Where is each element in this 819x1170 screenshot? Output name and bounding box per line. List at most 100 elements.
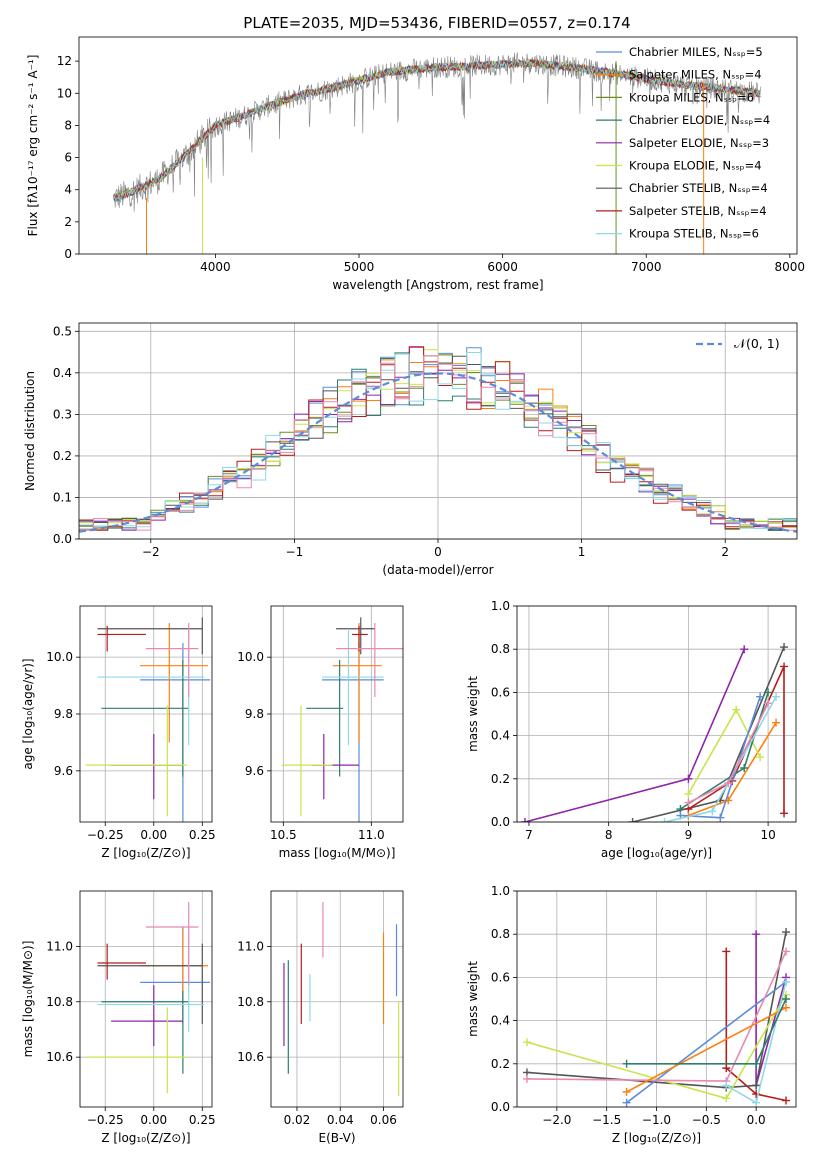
x-tick-label: 10.5 [270, 828, 297, 842]
series-line [725, 951, 787, 1102]
data-point-marker [782, 1096, 791, 1105]
x-tick-label: 1 [578, 545, 586, 559]
series-line [626, 981, 787, 1104]
data-point-marker [724, 779, 733, 788]
data-point-marker [628, 818, 637, 822]
y-tick-label: 4 [64, 183, 72, 197]
legend-label: Salpeter ELODIE, Nₛₛₚ=3 [629, 136, 769, 150]
x-tick-label: −1 [286, 545, 304, 559]
plot-area [79, 346, 797, 533]
data-point-marker [708, 807, 717, 816]
legend-label: Kroupa STELIB, Nₛₛₚ=6 [629, 227, 759, 241]
x-tick-label: −1.0 [642, 1113, 671, 1127]
legend: 𝒩(0, 1) [696, 336, 780, 351]
data-point-marker [722, 947, 731, 956]
x-tick-label: 9 [685, 828, 693, 842]
data-point-marker [684, 789, 693, 798]
series-line [687, 666, 785, 814]
data-point-marker [622, 1087, 631, 1096]
plot-area [113, 52, 762, 254]
y-tick-label: 0.2 [53, 449, 72, 463]
y-tick-label: 10.6 [237, 1050, 264, 1064]
y-axis-label: Normed distribution [23, 371, 37, 491]
x-tick-label: 0.00 [140, 828, 167, 842]
normal-reference-curve [79, 372, 797, 533]
chart-4: 7 8 9 10 0.0 0.2 0.4 0.6 0.8 1.0 age [log₁₀(age/yr… [466, 599, 797, 860]
y-tick-label: 10.8 [237, 995, 264, 1009]
x-tick-label: −2 [142, 545, 160, 559]
legend-label: Salpeter STELIB, Nₛₛₚ=4 [629, 204, 767, 218]
y-tick-label: 6 [64, 151, 72, 165]
y-tick-label: 0.4 [53, 366, 72, 380]
data-point-marker [756, 753, 765, 762]
y-tick-label: 0.4 [491, 1014, 510, 1028]
data-point-marker [772, 692, 781, 701]
data-point-marker [782, 928, 791, 937]
model-spectrum-line [113, 59, 761, 203]
y-tick-label: 1.0 [491, 884, 510, 898]
plot-area [85, 617, 211, 822]
axes-frame [78, 36, 798, 255]
data-point-marker [782, 977, 791, 986]
x-tick-label: 5000 [344, 260, 375, 274]
y-tick-label: 0.6 [491, 970, 510, 984]
x-tick-label: −2.0 [542, 1113, 571, 1127]
x-tick-label: 0.00 [140, 1113, 167, 1127]
data-point-marker [716, 813, 725, 822]
y-tick-label: 10.0 [237, 650, 264, 664]
legend-label: Chabrier STELIB, Nₛₛₚ=4 [629, 181, 768, 195]
data-point-marker [520, 818, 529, 822]
data-point-marker [622, 1098, 631, 1107]
y-axis-label: Flux [fλ10⁻¹⁷ erg cm⁻² s⁻¹ A⁻¹] [26, 55, 40, 237]
y-tick-label: 9.6 [54, 764, 73, 778]
data-point-marker [522, 1074, 531, 1083]
y-tick-label: 0.0 [491, 815, 510, 829]
chart-title: PLATE=2035, MJD=53436, FIBERID=0557, z=0… [243, 14, 630, 32]
y-tick-label: 11.0 [237, 939, 264, 953]
x-axis-label: age [log₁₀(age/yr)] [601, 846, 712, 860]
data-point-marker [622, 1059, 631, 1068]
plot-area [281, 617, 403, 822]
chart-5: −0.25 0.00 0.25 10.6 10.8 11.0 Z [log₁₀(Z/Z⊙)]… [21, 890, 216, 1145]
data-point-marker [752, 1059, 761, 1068]
x-tick-label: 2 [721, 545, 729, 559]
y-tick-label: 0.5 [53, 324, 72, 338]
data-point-marker [740, 764, 749, 772]
legend-label: Chabrier ELODIE, Nₛₛₚ=4 [629, 113, 770, 127]
x-tick-label: 0 [434, 545, 442, 559]
y-tick-label: 0.8 [491, 642, 510, 656]
y-axis-label: mass [log₁₀(M/M⊙)] [21, 941, 35, 1058]
legend-label: 𝒩(0, 1) [734, 336, 780, 351]
x-axis-label: mass [log₁₀(M/M⊙)] [279, 846, 396, 860]
plot-area [85, 902, 211, 1094]
legend-label: Kroupa ELODIE, Nₛₛₚ=4 [629, 159, 762, 173]
y-tick-label: 0.2 [491, 772, 510, 786]
series-line [626, 1006, 787, 1093]
series-line [688, 722, 777, 817]
legend-label: Salpeter MILES, Nₛₛₚ=4 [629, 68, 762, 82]
x-axis-label: wavelength [Angstrom, rest frame] [332, 278, 543, 292]
legend-label: Chabrier MILES, Nₛₛₚ=5 [629, 45, 763, 59]
data-point-marker [722, 1094, 731, 1103]
chart-3: 10.5 11.0 9.6 9.8 10.0 mass [log₁₀(M/M⊙)] [237, 605, 404, 860]
data-point-marker [752, 930, 761, 939]
y-tick-label: 10.6 [46, 1050, 73, 1064]
data-point-marker [684, 774, 693, 783]
x-tick-label: 0.06 [370, 1113, 397, 1127]
y-tick-label: 0.0 [53, 532, 72, 546]
plot-area [522, 928, 791, 1107]
data-point-marker [764, 688, 773, 697]
y-tick-label: 8 [64, 118, 72, 132]
histogram-line [79, 355, 797, 531]
data-point-marker [782, 995, 791, 1003]
x-tick-label: 0.04 [327, 1113, 354, 1127]
data-point-marker [782, 947, 791, 956]
data-point-marker [732, 705, 741, 714]
x-axis-label: Z [log₁₀(Z/Z⊙)] [101, 1131, 190, 1145]
y-tick-label: 0.0 [491, 1100, 510, 1114]
x-tick-label: 0.0 [747, 1113, 766, 1127]
plot-area [283, 902, 400, 1096]
data-point-marker [782, 1003, 791, 1012]
y-tick-label: 10.0 [46, 650, 73, 664]
data-point-marker [722, 1081, 731, 1090]
